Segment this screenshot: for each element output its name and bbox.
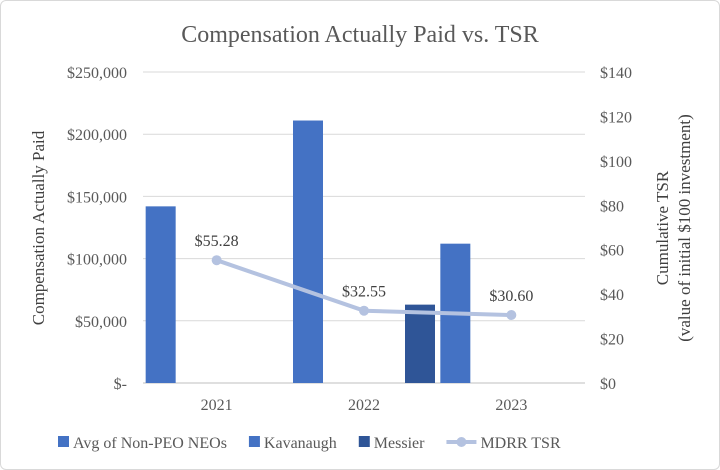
legend-label-kavanaugh: Kavanaugh [264,435,337,452]
right-tick-label: $20 [600,332,624,349]
category-label: 2022 [348,397,380,414]
legend-swatch-messier [358,436,370,447]
bar-avg-of-non-peo-neos-2022 [293,120,323,384]
bar-messier-2022 [405,304,435,383]
right-axis-title-line2: (value of initial $100 investment) [675,114,694,342]
tsr-line: $55.28 $32.55 $30.60 [195,233,533,321]
tsr-point [359,305,369,316]
right-tick-label: $120 [600,109,632,126]
legend-swatch-marker-mdrr-tsr [456,437,467,447]
left-tick-label: $200,000 [67,127,127,144]
legend-swatch-avg-of-non-peo-neos [58,436,69,447]
gridlines [143,71,585,384]
left-tick-label: $250,000 [67,65,127,82]
legend-label-messier: Messier [374,435,425,452]
right-axis-ticks: $0 $20 $40 $60 $80 $100 $120 $140 [600,65,632,393]
left-tick-label: $100,000 [67,252,127,269]
legend: Avg of Non-PEO NEOs Kavanaugh Messier MDRR … [58,435,561,452]
legend-label-mdrr-tsr: MDRR TSR [480,435,561,452]
left-axis-ticks: $- $50,000 $100,000 $150,000 $200,000 $250,00… [67,65,127,393]
category-labels: 2021 2022 2023 [201,397,528,414]
tsr-data-label: $32.55 [342,284,386,301]
bar-avg-of-non-peo-neos-2021 [145,206,176,383]
tsr-point [506,310,517,321]
left-axis-title: Compensation Actually Paid [29,130,48,325]
legend-swatch-kavanaugh [248,436,260,447]
chart-title: Compensation Actually Paid vs. TSR [181,22,539,48]
right-tick-label: $40 [600,287,624,304]
left-tick-label: $- [114,376,127,393]
right-tick-label: $140 [600,65,632,82]
right-axis-title-line1: Cumulative TSR [653,170,672,285]
left-tick-label: $50,000 [75,314,127,331]
right-tick-label: $0 [600,376,616,393]
right-tick-label: $80 [600,198,624,215]
right-tick-label: $100 [600,154,632,171]
tsr-point [211,255,222,266]
tsr-data-label: $55.28 [195,233,239,250]
category-label: 2023 [495,397,527,414]
tsr-data-label: $30.60 [489,288,533,305]
left-tick-label: $150,000 [67,189,127,206]
right-tick-label: $60 [600,243,624,260]
category-label: 2021 [201,397,233,414]
legend-label-avg-of-non-peo-neos: Avg of Non-PEO NEOs [73,435,227,452]
bars [145,120,471,384]
